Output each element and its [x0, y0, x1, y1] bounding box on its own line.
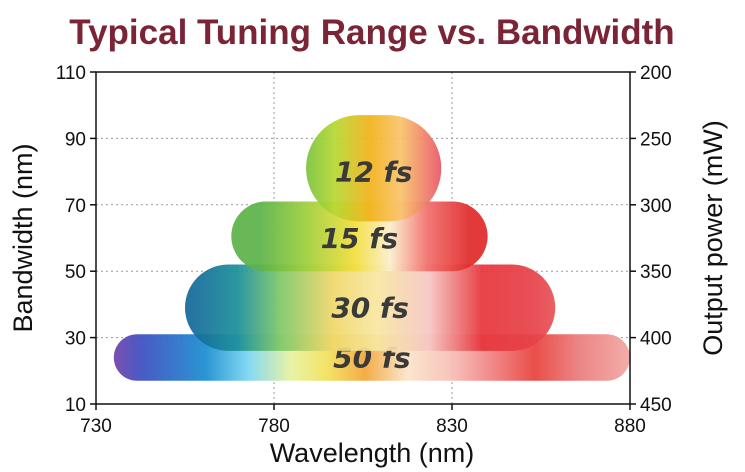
chart-title: Typical Tuning Range vs. Bandwidth	[69, 13, 674, 52]
band-label: 30 fs	[331, 292, 409, 325]
y2-tick-label: 250	[640, 129, 672, 150]
band-30-fs	[185, 264, 556, 351]
y-tick-label: 30	[65, 329, 86, 350]
y2-tick-label: 200	[640, 63, 672, 84]
plot-frame	[95, 71, 631, 405]
y2-tick-label: 350	[640, 262, 672, 283]
band-label: 15 fs	[321, 222, 399, 255]
x-axis-label: Wavelength (nm)	[270, 438, 475, 468]
y2-tick-label: 450	[640, 395, 672, 416]
x-tick-label: 880	[614, 416, 646, 437]
y-tick-label: 10	[65, 395, 86, 416]
band-label: 12 fs	[335, 156, 413, 189]
y-tick-label: 110	[56, 63, 86, 84]
band-15-fs	[231, 201, 488, 272]
y2-tick-label: 400	[640, 329, 672, 350]
y2-axis-label: Output power (mW)	[698, 120, 728, 356]
band-12-fs	[306, 115, 442, 222]
y-axis-label: Bandwidth (nm)	[8, 143, 38, 332]
axes: 730 780 830 880 10 30 50 70 90 110 200 250 300 350 400…	[56, 63, 672, 437]
y-tick-label: 50	[65, 262, 86, 283]
x-tick-label: 830	[436, 416, 468, 437]
y-tick-label: 70	[65, 196, 86, 217]
x-tick-label: 730	[80, 416, 112, 437]
y-tick-label: 90	[65, 129, 86, 150]
y2-tick-label: 300	[640, 196, 672, 217]
x-tick-label: 780	[258, 416, 290, 437]
